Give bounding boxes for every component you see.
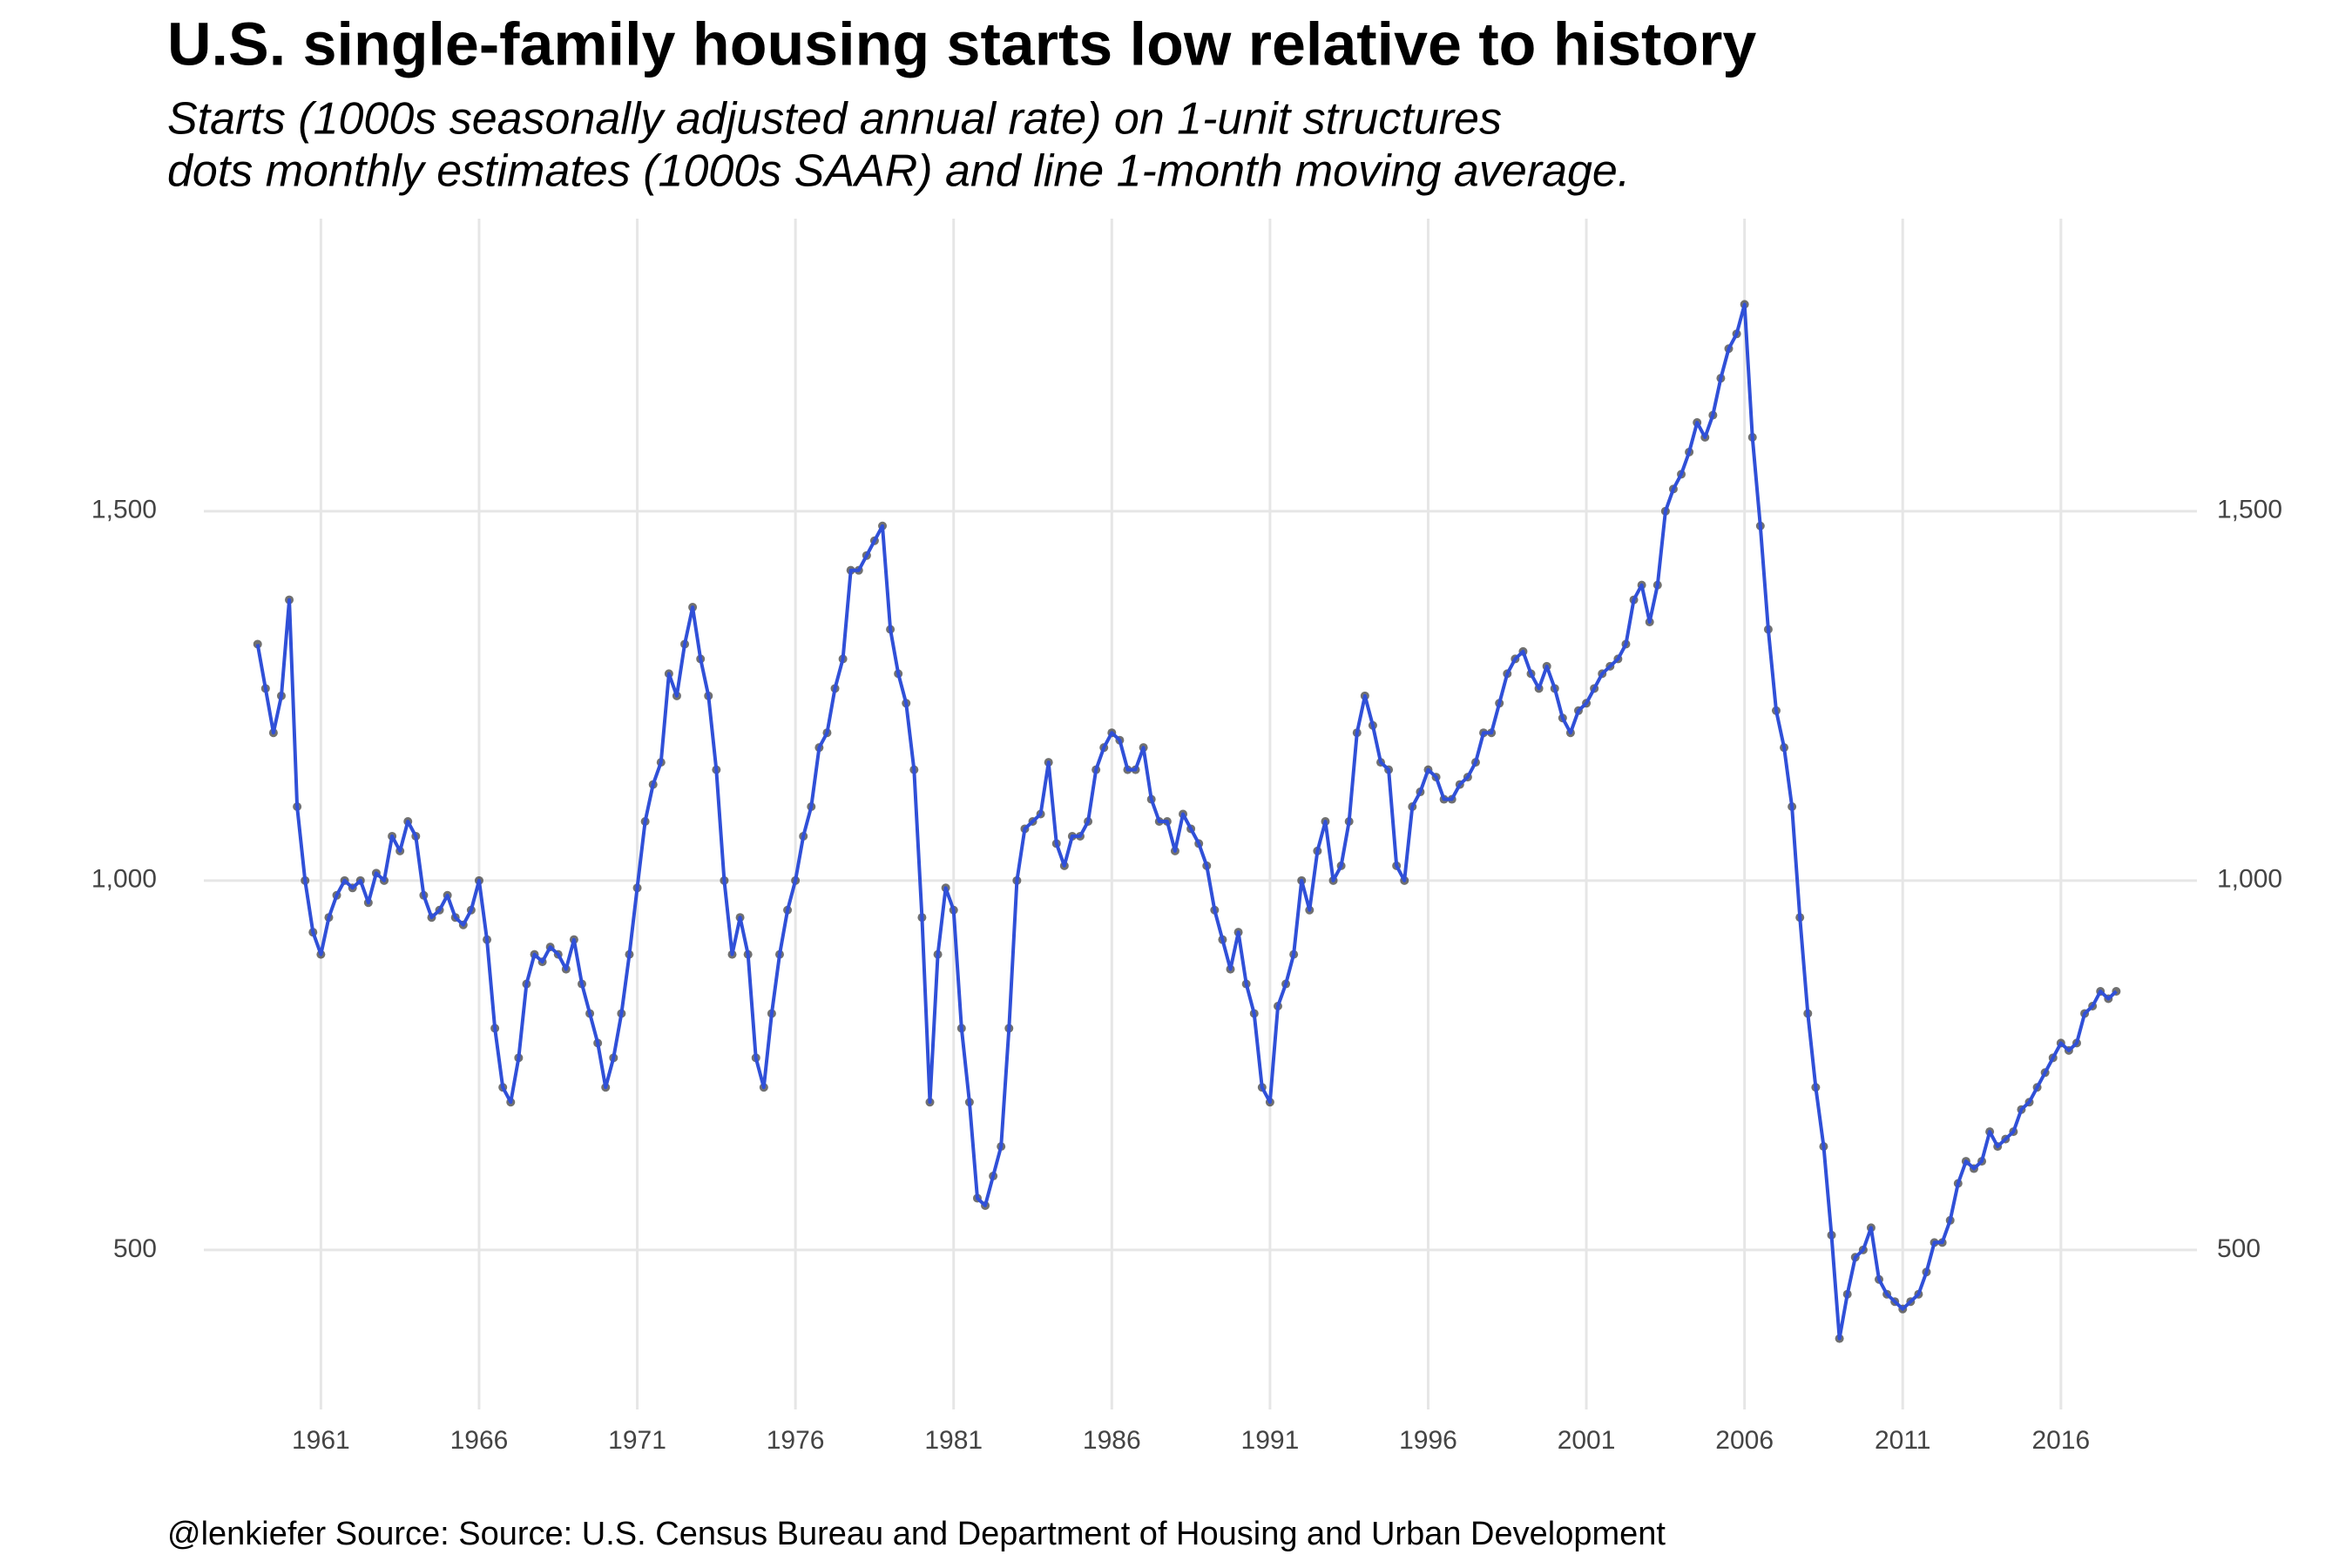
x-tick-label: 1971 — [608, 1426, 666, 1455]
y2-tick-label: 500 — [2217, 1234, 2261, 1263]
y-tick-label: 1,500 — [91, 496, 157, 524]
x-tick-label: 1966 — [450, 1426, 509, 1455]
chart-subtitle: dots monthly estimates (1000s SAAR) and … — [167, 146, 1630, 197]
x-tick-label: 1986 — [1083, 1426, 1141, 1455]
y-tick-label: 1,000 — [91, 865, 157, 894]
x-tick-label: 1976 — [767, 1426, 825, 1455]
y-tick-label: 500 — [113, 1234, 157, 1263]
x-tick-label: 2016 — [2031, 1426, 2090, 1455]
y2-tick-label: 1,500 — [2217, 496, 2282, 524]
x-tick-label: 1981 — [924, 1426, 983, 1455]
x-tick-label: 1996 — [1399, 1426, 1457, 1455]
x-tick-label: 2001 — [1558, 1426, 1616, 1455]
x-tick-label: 1991 — [1241, 1426, 1300, 1455]
data-line — [255, 302, 2118, 1341]
chart-title: U.S. single-family housing starts low re… — [167, 10, 1756, 78]
x-tick-label: 2006 — [1715, 1426, 1774, 1455]
x-tick-label: 1961 — [292, 1426, 350, 1455]
caption: @lenkiefer Source: Source: U.S. Census B… — [167, 1516, 1666, 1552]
y2-tick-label: 1,000 — [2217, 865, 2282, 894]
x-tick-label: 2011 — [1875, 1426, 1931, 1455]
chart-subtitle: Starts (1000s seasonally adjusted annual… — [167, 94, 1502, 145]
data-point — [253, 639, 262, 649]
